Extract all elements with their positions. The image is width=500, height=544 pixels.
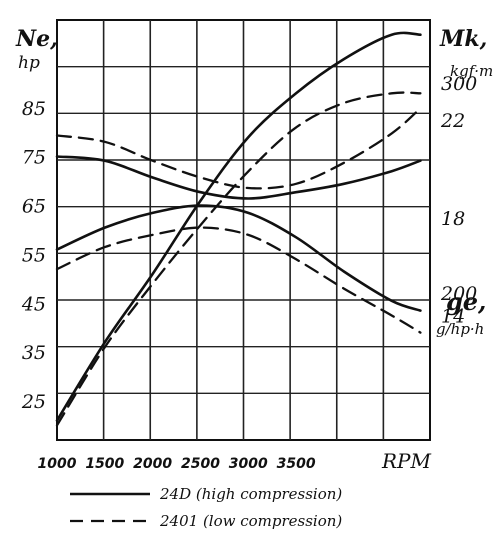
- tick-layer: 25 35 45 55 65 75 85 14 18 22 200 300 1000 1500 2000 25…: [21, 73, 477, 472]
- left-axis-tick-label: 65: [22, 196, 46, 218]
- left-axis-unit: hp: [18, 53, 40, 73]
- left-axis-tick-label: 25: [21, 391, 46, 413]
- right-consumption-axis-unit: g/hp·h: [436, 320, 484, 338]
- series-layer: [55, 31, 422, 427]
- x-axis-tick-label: 3000: [229, 456, 268, 472]
- right-consumption-tick-label: 300: [441, 73, 477, 95]
- right-torque-tick-label: 14: [441, 305, 465, 327]
- series-line-specific-fuel-consumption-dashed: [55, 107, 422, 190]
- x-axis-tick-label: 1000: [38, 456, 77, 472]
- right-consumption-tick-label: 200: [440, 283, 477, 305]
- left-axis-tick-label: 35: [22, 342, 46, 364]
- legend: 24D (high compression) 2401 (low compres…: [70, 485, 342, 530]
- right-consumption-axis-label: ge,: [446, 287, 486, 316]
- left-axis-tick-label: 45: [21, 293, 46, 315]
- x-axis-tick-label: 3500: [277, 456, 316, 472]
- right-torque-tick-label: 18: [441, 208, 465, 230]
- series-line-specific-fuel-consumption-solid: [55, 155, 422, 200]
- left-axis-tick-label: 55: [22, 244, 46, 266]
- right-torque-tick-label: 22: [440, 110, 465, 132]
- left-axis-tick-label: 75: [22, 147, 46, 169]
- x-axis-tick-label: 2500: [181, 456, 220, 472]
- right-torque-axis-unit: kgf·m: [450, 62, 493, 80]
- right-torque-axis-label: Mk,: [439, 26, 487, 52]
- series-line-power-dashed: [55, 91, 422, 427]
- x-axis-label: RPM: [381, 449, 432, 473]
- left-axis-tick-label: 85: [22, 98, 46, 120]
- x-axis-tick-label: 1500: [85, 456, 124, 472]
- legend-item-dashed: 2401 (low compression): [159, 512, 342, 530]
- series-line-torque-solid: [55, 204, 422, 312]
- x-axis-tick-label: 2000: [133, 456, 172, 472]
- legend-item-solid: 24D (high compression): [159, 485, 342, 503]
- left-axis-label: Ne,: [15, 26, 58, 52]
- label-layer: Ne, hp Mk, kgf·m ge, g/hp·h RPM: [15, 26, 493, 473]
- series-line-torque-dashed: [55, 226, 422, 334]
- grid: [56, 19, 431, 441]
- series-line-power-solid: [55, 31, 422, 422]
